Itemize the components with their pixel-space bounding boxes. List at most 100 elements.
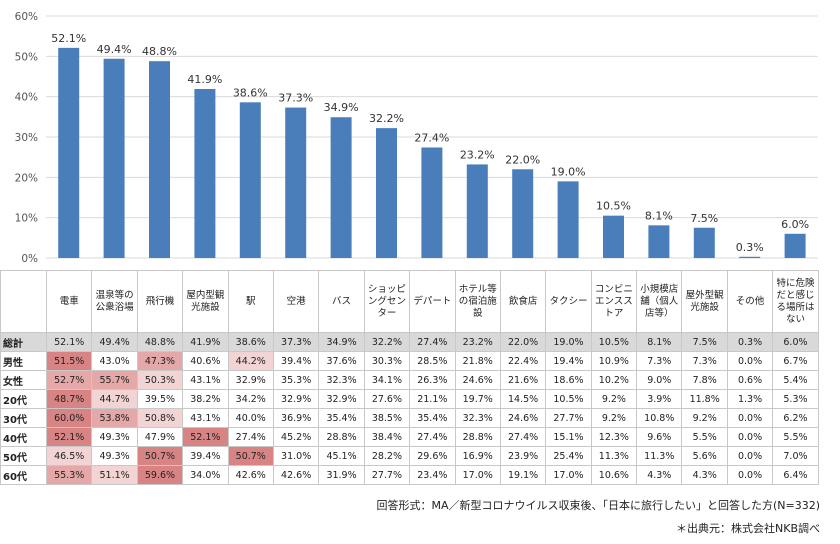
table-cell: 27.4% (227, 427, 274, 447)
table-row: 30代 60.0% 53.8% 50.8% 43.1% 40.0% 36.9% 35.4% 38… (0, 408, 819, 428)
table-cell: 45.1% (318, 446, 365, 466)
table-cell: 4.3% (681, 465, 728, 485)
table-cell: 40.0% (227, 408, 274, 428)
table-cell: 21.8% (454, 351, 501, 371)
y-tick-label: 10% (15, 213, 38, 225)
column-header: 屋内型観光施設 (182, 270, 229, 333)
table-cell: 51.5% (45, 351, 93, 371)
table-cell: 11.8% (681, 389, 728, 409)
table-cell: 28.8% (454, 427, 501, 447)
table-cell: 27.4% (409, 427, 456, 447)
table-cell: 10.5% (545, 389, 592, 409)
table-cell: 38.4% (363, 427, 411, 447)
table-cell: 12.3% (590, 427, 638, 447)
table-cell: 3.9% (636, 389, 683, 409)
table-cell: 50.3% (136, 370, 184, 390)
data-label: 0.3% (736, 241, 764, 254)
table-cell: 40.6% (182, 351, 229, 371)
table-cell: 17.0% (545, 465, 592, 485)
data-label: 49.4% (97, 43, 132, 56)
table-cell: 47.9% (136, 427, 184, 447)
table-cell: 52.1% (182, 427, 229, 447)
table-cell: 19.7% (454, 389, 501, 409)
column-header: その他 (726, 270, 774, 333)
table-cell: 50.7% (227, 446, 274, 466)
table-cell: 18.6% (545, 370, 592, 390)
data-label: 41.9% (187, 73, 222, 86)
bar (149, 61, 170, 258)
table-cell: 5.4% (772, 370, 819, 390)
table-cell: 44.2% (227, 351, 274, 371)
table-cell: 49.3% (91, 427, 138, 447)
row-label: 30代 (0, 408, 47, 428)
table-cell: 39.4% (272, 351, 320, 371)
table-cell: 45.2% (272, 427, 320, 447)
table-row: 40代 52.1% 49.3% 47.9% 52.1% 27.4% 45.2% 28.8% 38… (0, 427, 819, 447)
table-cell: 24.6% (499, 408, 547, 428)
table-cell: 11.3% (590, 446, 638, 466)
bar (239, 102, 261, 259)
table-cell: 37.3% (272, 332, 320, 352)
table-cell: 50.7% (136, 446, 184, 466)
table-cell: 32.3% (318, 370, 365, 390)
column-header: ホテル等の宿泊施設 (454, 270, 501, 333)
table-cell: 34.2% (227, 389, 274, 409)
table-cell: 5.6% (681, 446, 728, 466)
table-cell: 43.1% (182, 370, 229, 390)
bar (421, 147, 443, 258)
table-cell: 4.3% (636, 465, 683, 485)
data-label: 10.5% (596, 200, 631, 213)
table-cell: 10.2% (590, 370, 638, 390)
column-header: ショッピングセンター (363, 270, 411, 333)
y-tick-label: 30% (15, 132, 38, 144)
table-cell: 31.9% (318, 465, 365, 485)
table-cell: 49.3% (91, 446, 138, 466)
table-cell: 38.6% (227, 332, 274, 352)
table-cell: 52.7% (45, 370, 93, 390)
bar (330, 117, 352, 258)
table-cell: 21.6% (499, 370, 547, 390)
table-cell: 32.9% (272, 389, 320, 409)
table-cell: 35.3% (272, 370, 320, 390)
table-cell: 25.4% (545, 446, 592, 466)
table-row: 女性 52.7% 55.7% 50.3% 43.1% 32.9% 35.3% 32.3% 34.… (0, 370, 819, 390)
table-cell: 44.7% (91, 389, 138, 409)
table-cell: 35.4% (318, 408, 365, 428)
bar (466, 164, 488, 258)
column-header: バス (318, 270, 365, 333)
y-tick-label: 60% (15, 11, 38, 23)
table-row: 20代 48.7% 44.7% 39.5% 38.2% 34.2% 32.9% 32.9% 27… (0, 389, 819, 409)
table-cell: 28.2% (363, 446, 411, 466)
table-cell: 59.6% (136, 465, 184, 485)
table-cell: 32.9% (318, 389, 365, 409)
table-cell: 0.6% (726, 370, 774, 390)
table-cell: 19.1% (499, 465, 547, 485)
column-header: 空港 (272, 270, 320, 333)
table-cell: 21.1% (409, 389, 456, 409)
table-cell: 39.4% (182, 446, 229, 466)
row-label: 50代 (0, 446, 47, 466)
table-cell: 55.7% (91, 370, 138, 390)
table-cell: 9.0% (636, 370, 683, 390)
data-label: 37.3% (278, 92, 313, 105)
table-cell: 9.2% (590, 389, 638, 409)
table-cell: 50.8% (136, 408, 184, 428)
table-cell: 34.0% (182, 465, 229, 485)
table-cell: 32.3% (454, 408, 501, 428)
table-cell: 39.5% (136, 389, 184, 409)
row-label: 女性 (0, 370, 47, 390)
y-tick-label: 20% (15, 172, 38, 184)
table-cell: 0.0% (726, 351, 774, 371)
y-tick-label: 50% (15, 51, 38, 63)
table-cell: 60.0% (45, 408, 93, 428)
row-label: 60代 (0, 465, 47, 485)
table-cell: 24.6% (454, 370, 501, 390)
column-header: 屋外型観光施設 (681, 270, 728, 333)
table-cell: 19.0% (545, 332, 592, 352)
table-row: 60代 55.3% 51.1% 59.6% 34.0% 42.6% 42.6% 31.9% 27… (0, 465, 819, 485)
y-tick-label: 40% (15, 92, 38, 104)
table-cell: 55.3% (45, 465, 93, 485)
table-cell: 51.1% (91, 465, 138, 485)
column-header: 飲食店 (499, 270, 547, 333)
table-cell: 34.9% (318, 332, 365, 352)
